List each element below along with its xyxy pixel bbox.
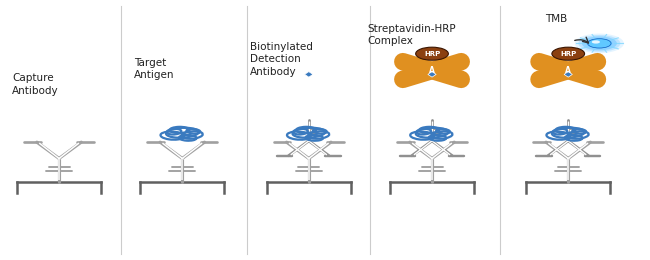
Text: Streptavidin-HRP
Complex: Streptavidin-HRP Complex [367,24,456,46]
Text: Capture
Antibody: Capture Antibody [12,73,59,95]
Circle shape [592,40,600,44]
Text: TMB: TMB [545,14,568,24]
Polygon shape [305,72,313,77]
Text: HRP: HRP [560,51,577,57]
Text: A: A [429,66,435,75]
Text: Target
Antigen: Target Antigen [134,57,174,80]
Polygon shape [564,72,573,77]
Circle shape [586,38,612,48]
Circle shape [578,35,620,52]
Circle shape [552,47,584,60]
Circle shape [588,39,611,48]
Circle shape [575,34,624,53]
Polygon shape [428,72,436,77]
Text: A: A [566,66,571,75]
Circle shape [416,47,448,60]
Circle shape [582,36,617,50]
Text: HRP: HRP [424,51,440,57]
Text: Biotinylated
Detection
Antibody: Biotinylated Detection Antibody [250,42,313,77]
